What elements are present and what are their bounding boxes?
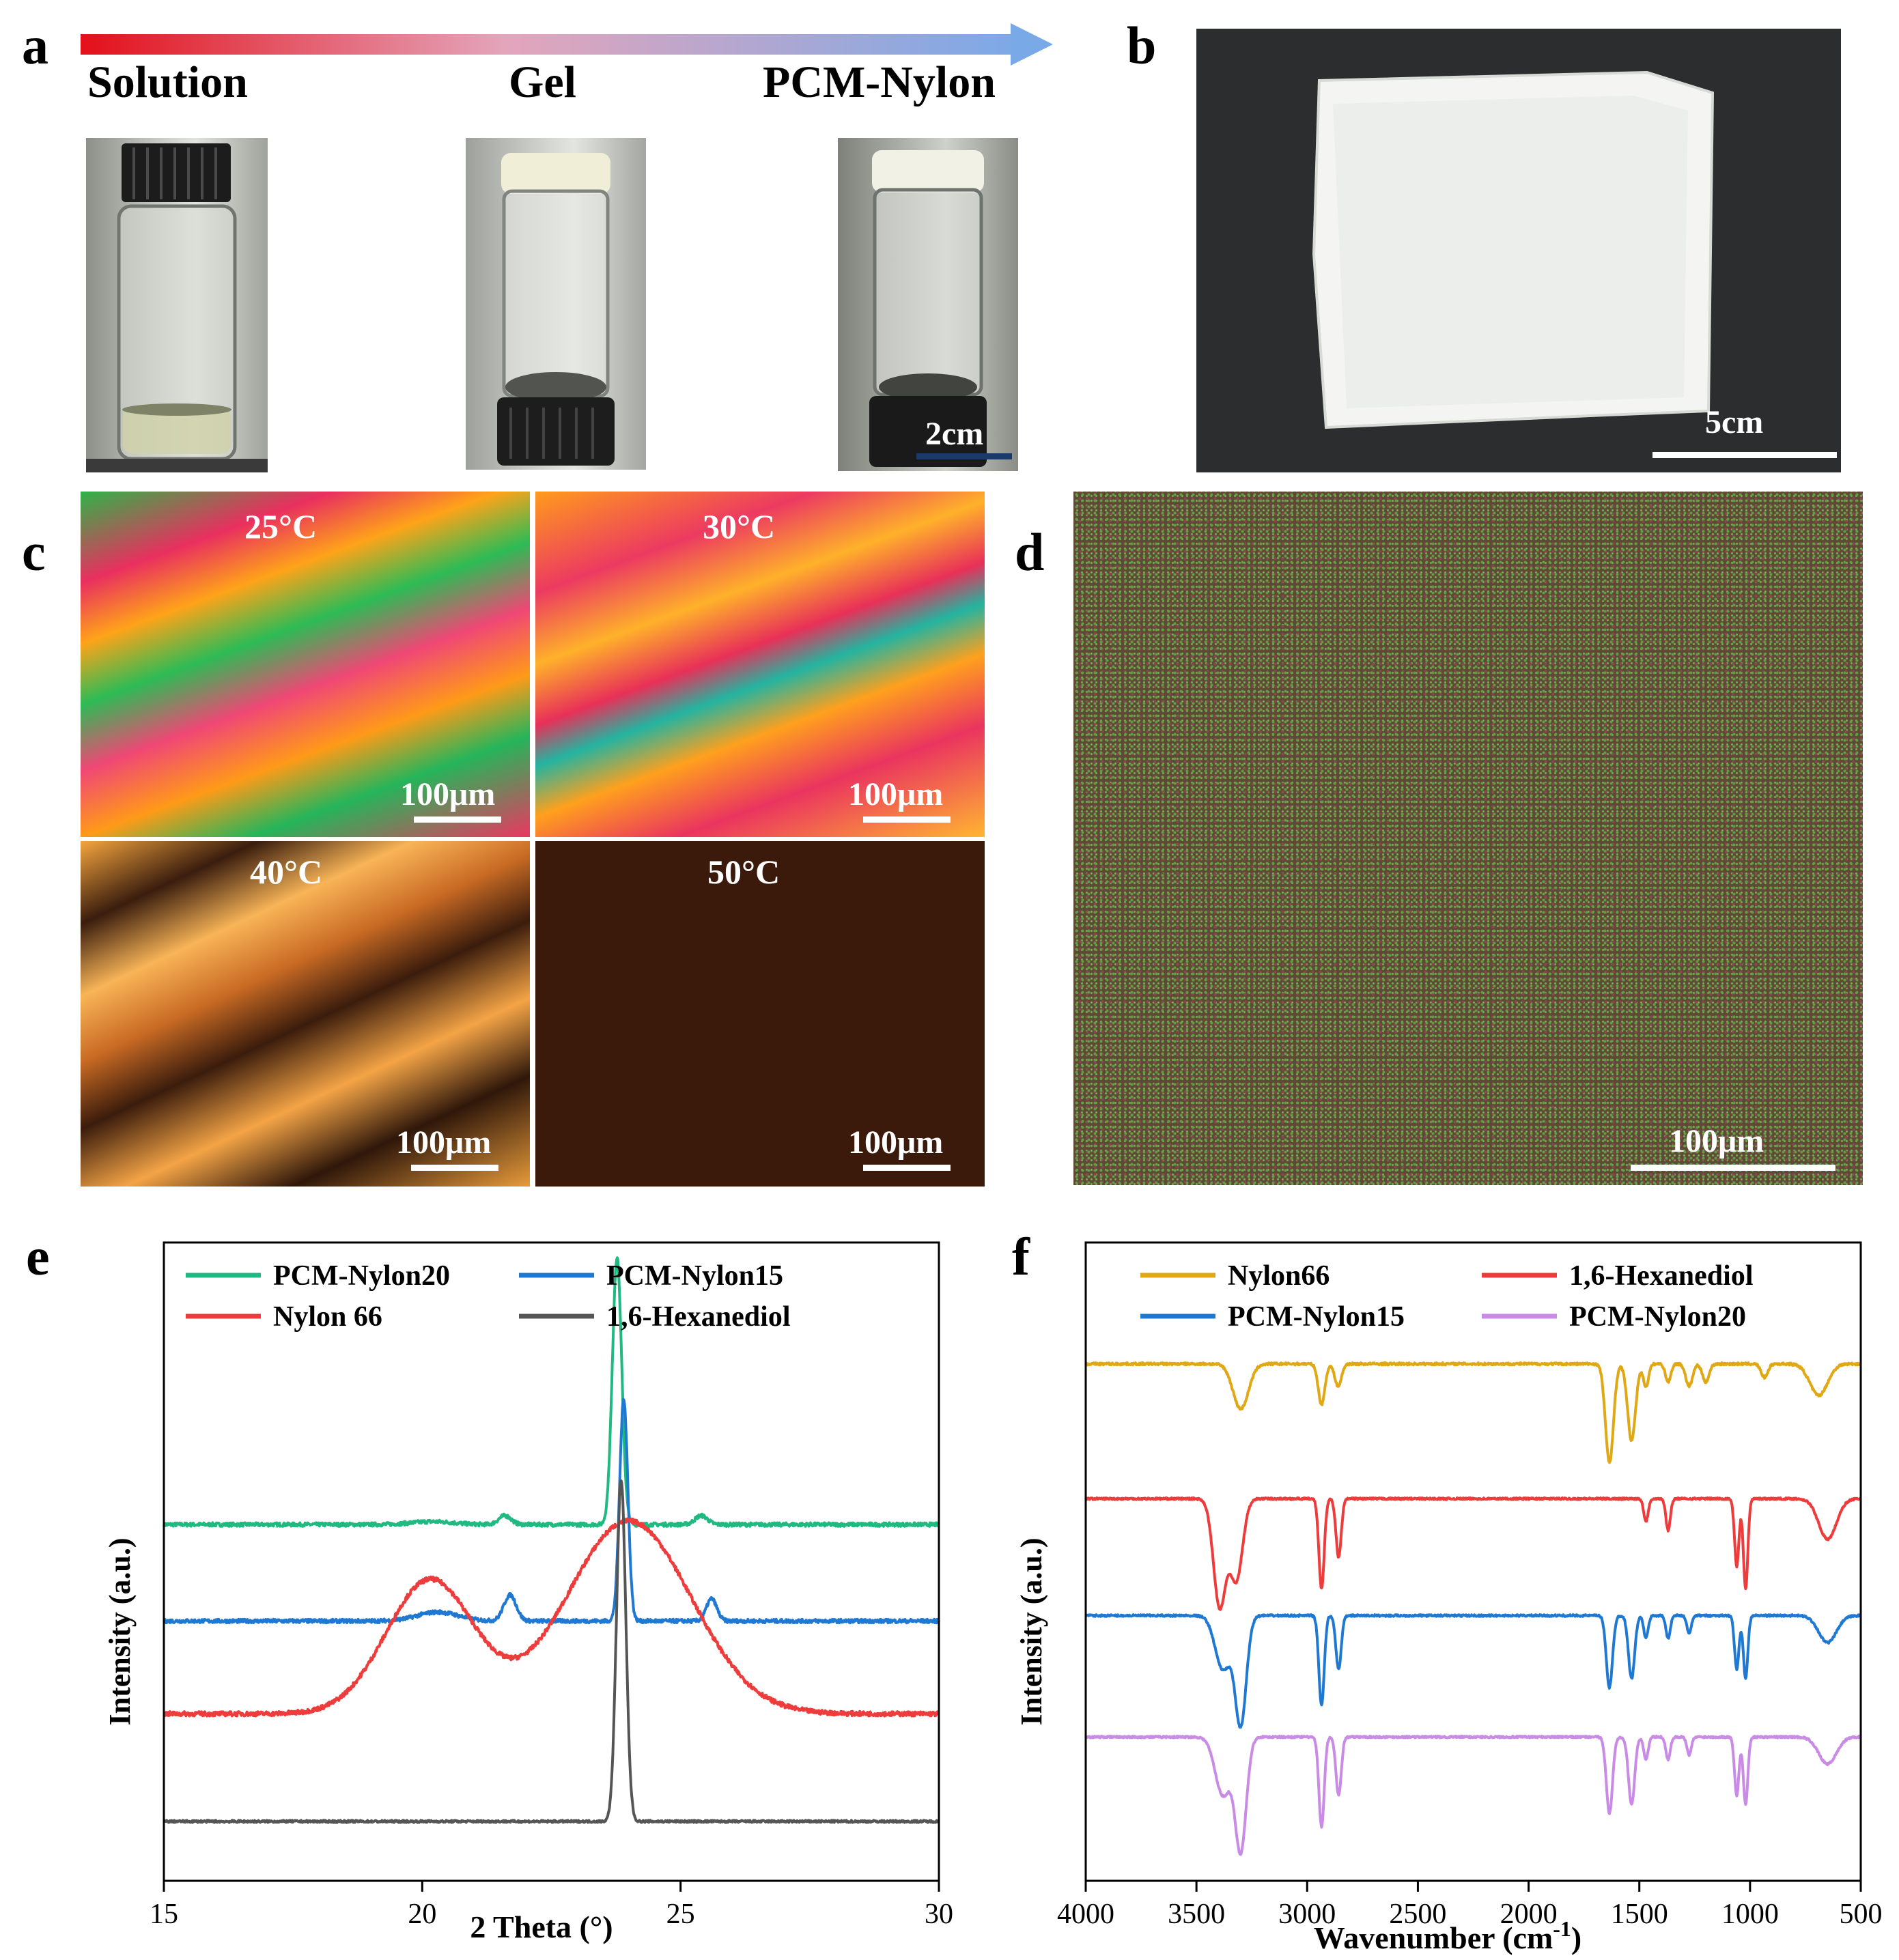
xrd-chart: Intensity (a.u.) 2 Theta (°) 15 20 25 30 PC…	[103, 1241, 953, 1944]
ftir-y-axis-label: Intensity (a.u.)	[1015, 1537, 1048, 1725]
xrd-plot-frame	[163, 1241, 940, 1882]
scale-bar-text-vial: 2cm	[925, 416, 984, 452]
sample-sheet-photo: 5cm	[1196, 29, 1841, 472]
x-tick-label: 20	[408, 1899, 436, 1930]
series-line-1	[163, 1397, 940, 1625]
panel-label-d: d	[1015, 522, 1045, 582]
ftir-plot-frame	[1084, 1241, 1862, 1882]
micrograph-composite: 100μm	[1073, 492, 1863, 1185]
series-line-3	[1084, 1735, 1862, 1856]
vial-photo-pcm-nylon: 2cm	[838, 138, 1018, 471]
scale-bar-40c	[411, 1165, 498, 1171]
micrograph-50c: 50°C 100μm	[535, 841, 985, 1187]
x-tick-label: 3000	[1278, 1899, 1336, 1930]
x-tick-label: 3500	[1168, 1899, 1225, 1930]
scale-bar-25c	[414, 816, 501, 823]
xrd-x-axis-label: 2 Theta (°)	[470, 1909, 613, 1944]
scale-bar-text-50c: 100μm	[848, 1124, 944, 1161]
x-tick-label: 25	[666, 1899, 695, 1930]
scale-bar-text-30c: 100μm	[848, 776, 944, 812]
legend-label-0: Nylon66	[1228, 1260, 1330, 1292]
x-tick-label: 15	[150, 1899, 178, 1930]
vial-photo-gel	[466, 138, 646, 470]
x-tick-label: 2000	[1500, 1899, 1558, 1930]
scale-bar-text-sheet: 5cm	[1705, 404, 1764, 440]
ftir-x-axis-label: Wavenumber (cm-1)	[1314, 1916, 1582, 1955]
series-line-1	[1084, 1496, 1862, 1611]
x-tick-label: 30	[925, 1899, 953, 1930]
legend-label-1: PCM-Nylon15	[606, 1260, 783, 1292]
xrd-y-axis-label: Intensity (a.u.)	[103, 1537, 137, 1725]
legend-label-2: PCM-Nylon15	[1228, 1301, 1405, 1333]
temp-label-50c: 50°C	[707, 853, 780, 891]
legend-label-1: 1,6-Hexanediol	[1569, 1260, 1754, 1292]
vial-photo-solution	[86, 138, 268, 472]
scale-bar-text-25c: 100μm	[400, 776, 496, 812]
step-label-pcm-nylon: PCM-Nylon	[763, 57, 996, 107]
series-line-2	[1084, 1613, 1862, 1729]
micrograph-30c: 30°C 100μm	[535, 492, 985, 837]
temp-label-30c: 30°C	[703, 507, 776, 545]
micrograph-25c: 25°C 100μm	[81, 492, 530, 837]
step-label-solution: Solution	[87, 57, 248, 107]
series-line-2	[163, 1517, 940, 1718]
legend-label-0: PCM-Nylon20	[273, 1260, 450, 1292]
x-tick-label: 500	[1840, 1899, 1883, 1930]
scale-bar-text-40c: 100μm	[396, 1124, 492, 1161]
scale-bar-text-composite: 100μm	[1669, 1123, 1764, 1159]
panel-label-c: c	[22, 522, 46, 582]
temp-label-25c: 25°C	[244, 507, 318, 545]
temp-label-40c: 40°C	[250, 853, 323, 891]
series-line-0	[163, 1256, 940, 1528]
legend-label-3: 1,6-Hexanediol	[606, 1301, 791, 1333]
x-tick-label: 1000	[1721, 1899, 1779, 1930]
scale-bar-50c	[863, 1165, 951, 1171]
series-line-0	[1084, 1361, 1862, 1464]
process-arrow	[81, 23, 1053, 66]
ftir-chart: Intensity (a.u.) Wavenumber (cm-1) 4000 3…	[1015, 1241, 1883, 1955]
x-tick-label: 2500	[1389, 1899, 1446, 1930]
scale-bar-sheet	[1652, 452, 1837, 458]
scale-bar-30c	[863, 816, 951, 823]
scale-bar-composite	[1631, 1165, 1835, 1171]
panel-label-a: a	[22, 16, 48, 75]
x-tick-label: 4000	[1057, 1899, 1114, 1930]
x-tick-label: 1500	[1611, 1899, 1668, 1930]
legend-label-2: Nylon 66	[273, 1301, 382, 1333]
panel-label-e: e	[26, 1227, 50, 1286]
legend-label-3: PCM-Nylon20	[1569, 1301, 1746, 1333]
panel-label-b: b	[1127, 16, 1157, 75]
series-line-3	[163, 1479, 940, 1824]
step-label-gel: Gel	[509, 57, 576, 107]
panel-label-f: f	[1012, 1227, 1030, 1286]
scale-bar-vial	[916, 453, 1012, 459]
micrograph-40c: 40°C 100μm	[81, 841, 530, 1187]
